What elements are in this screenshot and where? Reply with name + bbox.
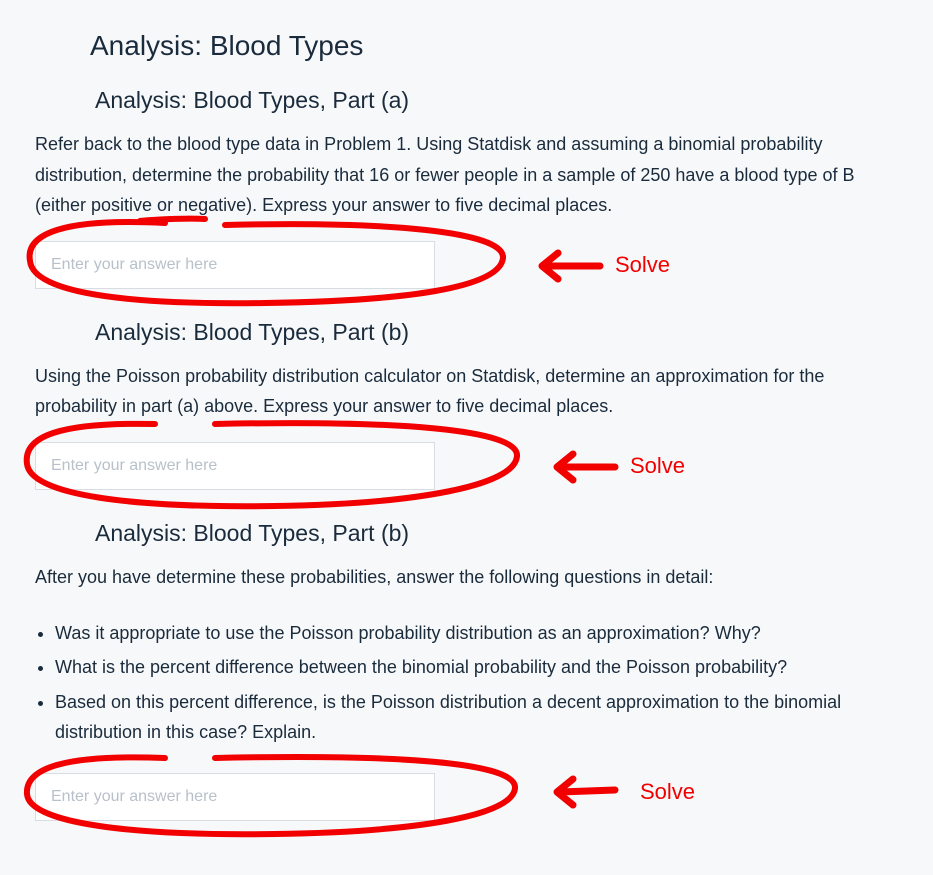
part-b1-input-row: Solve [35, 442, 898, 490]
section-part-b1: Analysis: Blood Types, Part (b) Using th… [35, 319, 898, 490]
part-b1-answer-input[interactable] [35, 442, 435, 490]
list-item: Based on this percent difference, is the… [55, 687, 898, 748]
page-title: Analysis: Blood Types [90, 30, 898, 62]
part-b1-body: Using the Poisson probability distributi… [35, 361, 898, 422]
part-a-body: Refer back to the blood type data in Pro… [35, 129, 898, 221]
part-b2-title: Analysis: Blood Types, Part (b) [95, 520, 898, 547]
part-a-solve-label: Solve [615, 252, 670, 278]
part-b2-bullets: Was it appropriate to use the Poisson pr… [55, 618, 898, 748]
list-item: Was it appropriate to use the Poisson pr… [55, 618, 898, 649]
part-a-input-row: Solve [35, 241, 898, 289]
part-a-title: Analysis: Blood Types, Part (a) [95, 87, 898, 114]
part-b2-solve-label: Solve [640, 779, 695, 805]
list-item: What is the percent difference between t… [55, 652, 898, 683]
section-part-b2: Analysis: Blood Types, Part (b) After yo… [35, 520, 898, 821]
part-b2-arrow-annotation [545, 768, 625, 818]
part-a-arrow-annotation [530, 241, 610, 291]
part-b1-solve-label: Solve [630, 453, 685, 479]
section-part-a: Analysis: Blood Types, Part (a) Refer ba… [35, 87, 898, 289]
part-b1-title: Analysis: Blood Types, Part (b) [95, 319, 898, 346]
part-b1-arrow-annotation [545, 442, 625, 492]
part-b2-input-row: Solve [35, 773, 898, 821]
part-b2-intro: After you have determine these probabili… [35, 562, 898, 593]
part-a-answer-input[interactable] [35, 241, 435, 289]
part-b2-answer-input[interactable] [35, 773, 435, 821]
